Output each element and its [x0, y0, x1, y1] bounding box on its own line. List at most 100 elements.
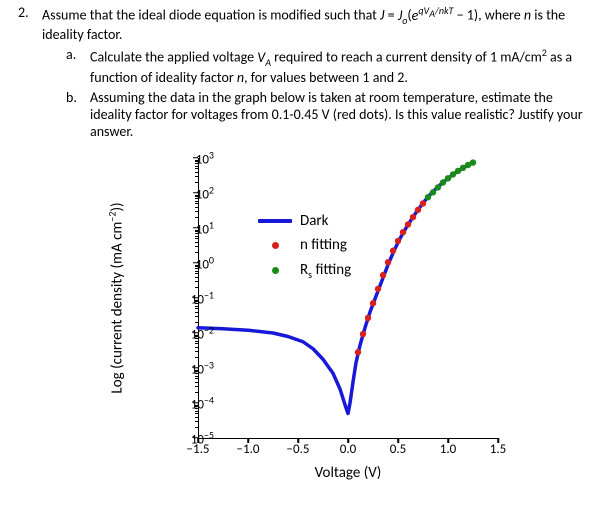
y-minor-tick	[195, 172, 198, 173]
x-tick-label: 0.0	[340, 442, 356, 457]
x-axis-label: Voltage (V)	[315, 464, 382, 482]
y-tick-label: 103	[196, 148, 214, 167]
n-fitting-dot	[375, 286, 381, 292]
y-minor-tick	[195, 336, 198, 337]
rs-fitting-dot	[430, 189, 436, 195]
y-minor-tick	[195, 411, 198, 412]
y-minor-tick	[195, 312, 198, 313]
n-fitting-dot	[390, 247, 396, 253]
y-minor-tick	[195, 343, 198, 344]
y-minor-tick	[195, 417, 198, 418]
y-minor-tick	[195, 413, 198, 414]
y-tick	[193, 262, 198, 264]
y-tick	[193, 227, 198, 229]
y-minor-tick	[195, 233, 198, 234]
y-minor-tick	[195, 271, 198, 272]
y-minor-tick	[195, 268, 198, 269]
rs-fitting-dot	[435, 184, 441, 190]
x-tick	[197, 438, 199, 443]
y-minor-tick	[195, 265, 198, 266]
y-minor-tick	[195, 408, 198, 409]
y-minor-tick	[195, 382, 198, 383]
n-fitting-dot	[400, 229, 406, 235]
y-tick	[193, 332, 198, 334]
y-minor-tick	[195, 373, 198, 374]
y-minor-tick	[195, 163, 198, 164]
y-minor-tick	[195, 236, 198, 237]
x-tick	[497, 438, 499, 443]
y-minor-tick	[195, 246, 198, 247]
y-minor-tick	[195, 287, 198, 288]
rs-fitting-dot	[470, 159, 476, 165]
iv-chart: Log (current density (mA cm−2)) Voltage …	[108, 148, 528, 488]
y-minor-tick	[195, 201, 198, 202]
dark-curve	[198, 163, 472, 413]
y-minor-tick	[195, 242, 198, 243]
x-tick	[347, 438, 349, 443]
y-minor-tick	[195, 378, 198, 379]
n-fitting-dot	[420, 200, 426, 206]
y-minor-tick	[195, 252, 198, 253]
y-minor-tick	[195, 338, 198, 339]
y-minor-tick	[195, 335, 198, 336]
y-tick-label: 101	[196, 218, 214, 237]
y-minor-tick	[195, 427, 198, 428]
x-tick	[247, 438, 249, 443]
x-tick-label: −1.0	[237, 442, 260, 457]
y-tick	[193, 297, 198, 299]
y-tick-label: 100	[196, 253, 214, 272]
y-minor-tick	[195, 405, 198, 406]
y-minor-tick	[195, 160, 198, 161]
n-fitting-dot	[405, 221, 411, 227]
y-tick	[193, 192, 198, 194]
y-minor-tick	[195, 176, 198, 177]
y-tick	[193, 157, 198, 159]
y-minor-tick	[195, 322, 198, 323]
part-b-letter: b.	[66, 89, 90, 106]
y-minor-tick	[195, 347, 198, 348]
n-fitting-dot	[355, 349, 361, 355]
y-minor-tick	[195, 273, 198, 274]
question-number: 2.	[18, 4, 42, 21]
y-minor-tick	[195, 203, 198, 204]
y-minor-tick	[195, 198, 198, 199]
plot-svg	[198, 158, 498, 438]
x-tick-label: −1.5	[187, 442, 210, 457]
y-minor-tick	[195, 406, 198, 407]
y-minor-tick	[195, 357, 198, 358]
y-minor-tick	[195, 306, 198, 307]
y-minor-tick	[195, 376, 198, 377]
y-minor-tick	[195, 231, 198, 232]
y-minor-tick	[195, 182, 198, 183]
y-minor-tick	[195, 371, 198, 372]
n-fitting-dot	[360, 331, 366, 337]
y-minor-tick	[195, 308, 198, 309]
y-minor-tick	[195, 166, 198, 167]
y-minor-tick	[195, 351, 198, 352]
y-minor-tick	[195, 230, 198, 231]
n-fitting-dot	[385, 259, 391, 265]
y-minor-tick	[195, 386, 198, 387]
y-minor-tick	[195, 277, 198, 278]
question-text: Assume that the ideal diode equation is …	[42, 4, 593, 43]
n-fitting-dot	[395, 238, 401, 244]
part-a-letter: a.	[66, 46, 90, 63]
y-minor-tick	[195, 217, 198, 218]
n-fitting-dot	[415, 207, 421, 213]
x-tick-label: 0.5	[390, 442, 406, 457]
y-minor-tick	[195, 266, 198, 267]
y-minor-tick	[195, 238, 198, 239]
y-minor-tick	[195, 168, 198, 169]
y-minor-tick	[195, 195, 198, 196]
y-minor-tick	[195, 207, 198, 208]
y-minor-tick	[195, 341, 198, 342]
y-minor-tick	[195, 301, 198, 302]
y-minor-tick	[195, 281, 198, 282]
rs-fitting-dot	[425, 194, 431, 200]
part-a-text: Calculate the applied voltage VA require…	[90, 46, 593, 85]
y-minor-tick	[195, 211, 198, 212]
x-tick-label: 1.0	[440, 442, 456, 457]
y-minor-tick	[195, 421, 198, 422]
rs-fitting-dot	[440, 179, 446, 185]
x-tick	[397, 438, 399, 443]
